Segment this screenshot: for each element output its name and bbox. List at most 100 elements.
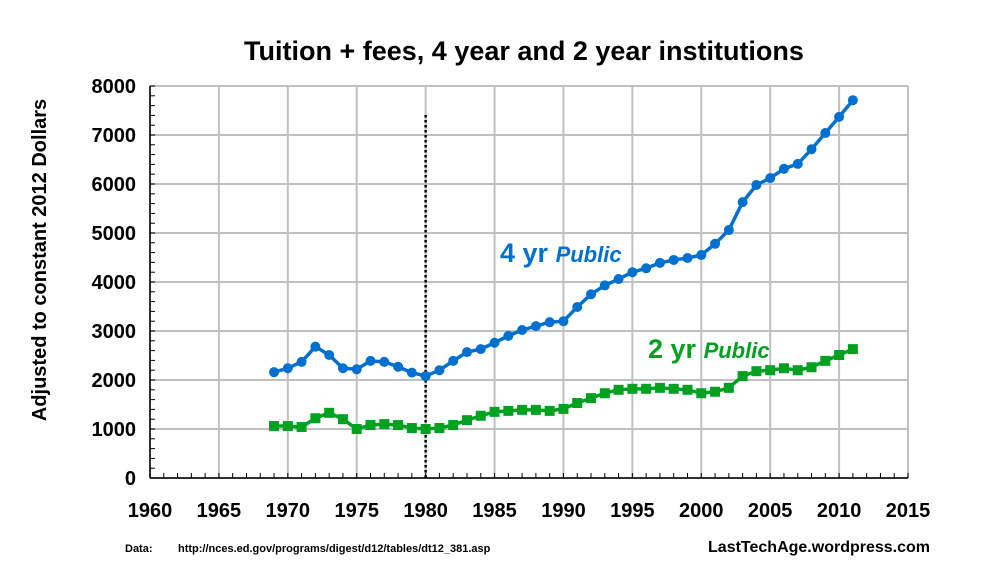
data-point-2yr (820, 355, 831, 366)
data-point-4yr (668, 254, 679, 265)
data-point-2yr (393, 420, 404, 431)
svg-text:2 yr Public: 2 yr Public (648, 334, 770, 364)
data-point-2yr (379, 419, 390, 430)
data-point-4yr (406, 367, 417, 378)
data-point-4yr (517, 325, 528, 336)
x-tick-label: 1975 (334, 500, 379, 522)
x-tick-label: 1980 (403, 500, 448, 522)
data-point-4yr (558, 316, 569, 327)
data-point-4yr (269, 367, 280, 378)
y-tick-label: 2000 (92, 370, 137, 392)
x-tick-label: 2015 (886, 500, 931, 522)
data-point-4yr (806, 144, 817, 155)
data-point-4yr (544, 317, 555, 328)
data-point-2yr (269, 421, 280, 432)
data-point-2yr (572, 398, 583, 409)
x-tick-label: 1965 (197, 500, 242, 522)
data-point-2yr (282, 421, 293, 432)
data-point-2yr (461, 415, 472, 426)
data-point-2yr (365, 420, 376, 431)
x-tick-label: 2005 (748, 500, 793, 522)
data-point-4yr (847, 95, 858, 106)
data-point-2yr (475, 410, 486, 421)
source-label: Data: (125, 543, 153, 555)
data-point-2yr (544, 405, 555, 416)
data-point-4yr (586, 289, 597, 300)
data-point-4yr (365, 355, 376, 366)
data-point-4yr (599, 280, 610, 291)
data-point-4yr (613, 274, 624, 285)
data-point-4yr (737, 197, 748, 208)
data-point-2yr (517, 404, 528, 415)
data-point-4yr (682, 252, 693, 263)
x-tick-label: 1995 (610, 500, 655, 522)
data-point-2yr (654, 382, 665, 393)
svg-text:4 yr Public: 4 yr Public (500, 238, 622, 268)
data-point-4yr (448, 355, 459, 366)
chart-title: Tuition + fees, 4 year and 2 year instit… (244, 36, 804, 66)
data-point-2yr (765, 365, 776, 376)
source-url: http://nces.ed.gov/programs/digest/d12/t… (178, 543, 491, 555)
data-point-4yr (654, 257, 665, 268)
data-point-4yr (641, 263, 652, 274)
data-point-2yr (420, 424, 431, 434)
y-tick-label: 7000 (92, 125, 137, 147)
data-point-4yr (792, 158, 803, 169)
data-point-4yr (834, 111, 845, 122)
data-point-2yr (778, 363, 789, 374)
data-point-2yr (737, 371, 748, 382)
data-point-4yr (489, 337, 500, 348)
data-point-4yr (351, 364, 362, 375)
data-point-2yr (723, 382, 734, 393)
x-tick-label: 2010 (817, 500, 862, 522)
data-point-4yr (475, 344, 486, 355)
series-label-4yr-suffix: Public (556, 242, 622, 267)
data-point-4yr (778, 163, 789, 174)
data-point-4yr (723, 225, 734, 236)
y-tick-label: 3000 (92, 321, 137, 343)
y-tick-label: 5000 (92, 223, 137, 245)
x-tick-label: 1990 (541, 500, 586, 522)
data-point-2yr (351, 424, 362, 434)
data-point-4yr (282, 363, 293, 374)
data-point-4yr (324, 350, 335, 361)
series-label-4yr-name: 4 yr (500, 238, 549, 268)
x-tick-label: 1960 (128, 500, 173, 522)
data-point-2yr (406, 423, 417, 434)
data-point-2yr (710, 386, 721, 397)
y-tick-label: 8000 (92, 76, 137, 98)
data-point-2yr (834, 350, 845, 361)
series-label-2yr-name: 2 yr (648, 334, 697, 364)
data-point-4yr (627, 267, 638, 278)
data-point-2yr (696, 388, 707, 399)
data-point-2yr (668, 383, 679, 394)
data-point-4yr (337, 363, 348, 374)
data-point-2yr (448, 420, 459, 431)
data-point-4yr (503, 330, 514, 341)
data-point-2yr (599, 388, 610, 399)
data-point-4yr (310, 341, 321, 352)
data-point-4yr (393, 361, 404, 372)
axes: 1960 1965 1970 1975 1980 1985 1990 1995 2000 2005… (92, 76, 931, 522)
data-point-2yr (627, 383, 638, 394)
data-point-4yr (765, 173, 776, 184)
data-point-2yr (324, 407, 335, 418)
data-point-4yr (696, 250, 707, 261)
data-point-2yr (296, 422, 307, 433)
y-tick-label: 4000 (92, 272, 137, 294)
data-point-4yr (530, 321, 541, 332)
y-tick-label: 6000 (92, 174, 137, 196)
x-tick-label: 2000 (679, 500, 724, 522)
series-label-2yr: 2 yr Public (648, 334, 770, 364)
data-point-2yr (682, 384, 693, 395)
series-label-4yr: 4 yr Public (500, 238, 622, 268)
data-point-2yr (613, 384, 624, 395)
data-point-2yr (337, 414, 348, 425)
y-tick-label: 0 (125, 468, 136, 490)
data-point-4yr (379, 356, 390, 367)
y-tick-label: 1000 (92, 419, 137, 441)
data-point-2yr (641, 383, 652, 394)
data-point-2yr (503, 405, 514, 416)
data-point-2yr (751, 366, 762, 377)
